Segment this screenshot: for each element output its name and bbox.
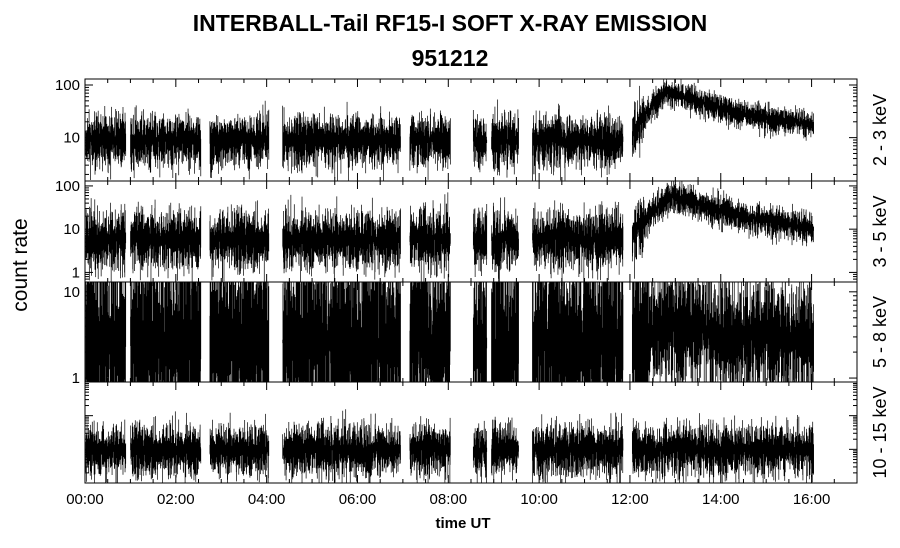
x-tick-label: 02:00 bbox=[157, 491, 195, 508]
x-tick-label: 08:00 bbox=[430, 491, 468, 508]
x-tick-label: 04:00 bbox=[248, 491, 286, 508]
y-tick-label: 10 bbox=[63, 284, 80, 301]
y-tick-label: 100 bbox=[55, 178, 80, 195]
panel-energy-label: 5 - 8 keV bbox=[870, 296, 890, 368]
x-tick-label: 14:00 bbox=[702, 491, 740, 508]
y-axis-label: count rate bbox=[9, 218, 32, 311]
x-axis-label: time UT bbox=[435, 515, 490, 532]
series-trace bbox=[85, 79, 814, 181]
panel-energy-label: 2 - 3 keV bbox=[870, 94, 890, 166]
x-tick-label: 16:00 bbox=[793, 491, 831, 508]
y-tick-label: 1 bbox=[72, 264, 80, 281]
x-tick-label: 06:00 bbox=[339, 491, 377, 508]
chart-title: INTERBALL-Tail RF15-I SOFT X-RAY EMISSIO… bbox=[192, 10, 708, 36]
x-tick-label: 00:00 bbox=[66, 491, 104, 508]
y-tick-label: 1 bbox=[72, 370, 80, 387]
panel-energy-label: 3 - 5 keV bbox=[870, 195, 890, 267]
panel-energy-label: 10 - 15 keV bbox=[870, 386, 890, 478]
chart-subtitle: 951212 bbox=[411, 45, 489, 71]
x-tick-label: 10:00 bbox=[520, 491, 558, 508]
y-tick-label: 10 bbox=[63, 221, 80, 238]
x-tick-label: 12:00 bbox=[611, 491, 649, 508]
series-trace bbox=[85, 181, 814, 282]
series-trace bbox=[85, 409, 814, 483]
y-tick-label: 100 bbox=[55, 77, 80, 94]
series-trace bbox=[85, 282, 814, 382]
y-tick-label: 10 bbox=[63, 130, 80, 147]
